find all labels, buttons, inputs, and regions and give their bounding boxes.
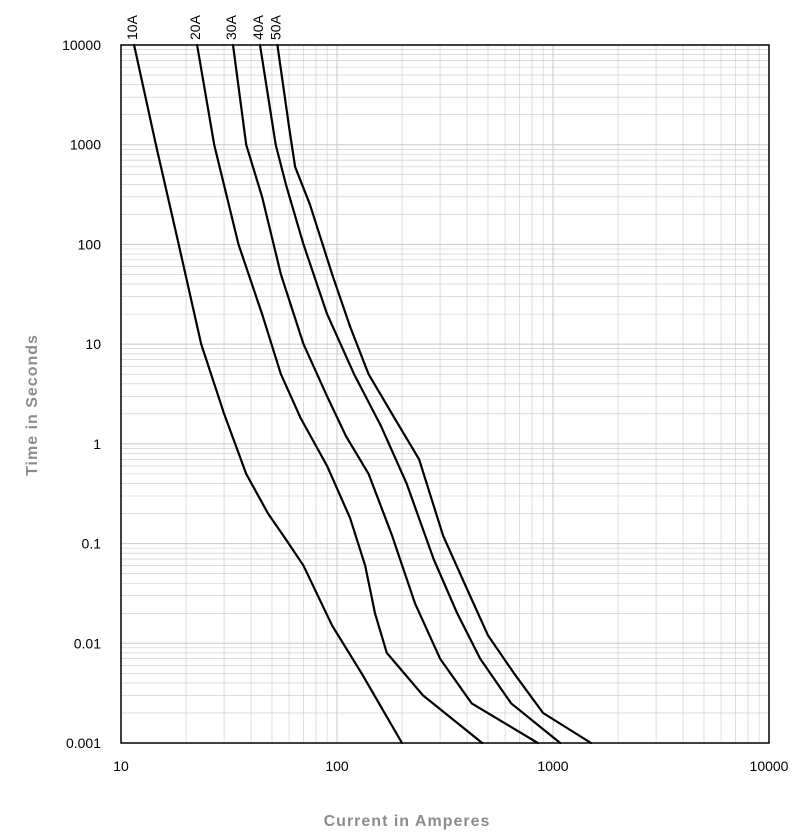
y-tick-label: 100: [78, 236, 102, 252]
x-tick-label: 10000: [750, 758, 789, 774]
y-tick-label: 1000: [70, 137, 101, 153]
series-line-40A: [258, 43, 562, 745]
y-tick-label: 0.01: [74, 635, 101, 651]
x-tick-label: 100: [325, 758, 349, 774]
series-line-50A: [276, 43, 593, 745]
y-tick-labels: 0.001 0.01 0.1 1 10 100 1000 10000: [62, 37, 101, 751]
x-tick-labels: 10 100 1000 10000: [113, 758, 788, 774]
x-tick-label: 10: [113, 758, 129, 774]
series-line-10A: [133, 43, 404, 745]
y-tick-label: 0.1: [82, 536, 102, 552]
plot-frame: [120, 44, 770, 744]
y-tick-label: 0.001: [66, 735, 101, 751]
series-label-20A: 20A: [187, 14, 203, 40]
y-tick-label: 10: [85, 336, 101, 352]
y-tick-label: 10000: [62, 37, 101, 53]
series-label-40A: 40A: [250, 14, 266, 40]
x-tick-label: 1000: [537, 758, 568, 774]
series-line-20A: [196, 43, 484, 745]
series-label-50A: 50A: [267, 14, 283, 40]
series-label-10A: 10A: [124, 14, 140, 40]
grid: [121, 45, 769, 743]
curves: [133, 43, 593, 745]
curve-labels: 10A 20A 30A 40A 50A: [124, 14, 283, 40]
y-axis-title: Time in Seconds: [24, 334, 41, 476]
y-tick-label: 1: [93, 436, 101, 452]
x-axis-title: Current in Amperes: [324, 813, 491, 830]
series-line-30A: [231, 43, 539, 745]
series-label-30A: 30A: [223, 14, 239, 40]
